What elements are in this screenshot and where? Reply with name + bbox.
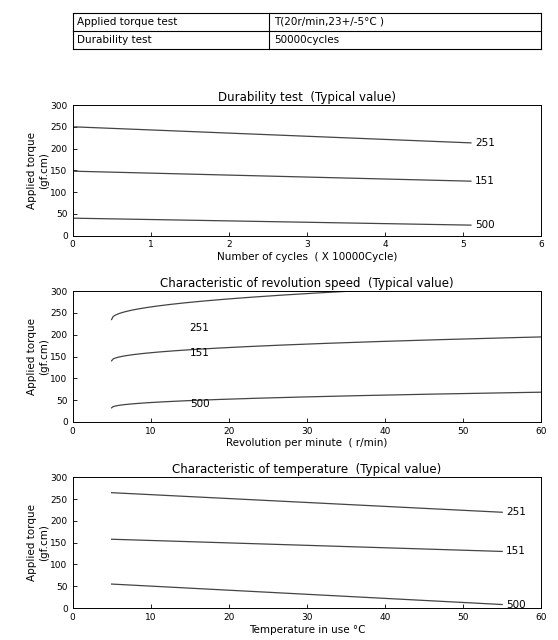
Text: 500: 500 — [190, 399, 209, 408]
X-axis label: Revolution per minute  ( r/min): Revolution per minute ( r/min) — [226, 438, 388, 449]
Text: 50000cycles: 50000cycles — [274, 35, 339, 45]
Text: 251: 251 — [190, 323, 210, 333]
Text: 500: 500 — [506, 600, 526, 609]
X-axis label: Number of cycles  ( X 10000Cycle): Number of cycles ( X 10000Cycle) — [217, 252, 397, 262]
Text: 151: 151 — [475, 176, 495, 186]
Y-axis label: Applied torque
(gf.cm): Applied torque (gf.cm) — [27, 318, 49, 395]
Text: 251: 251 — [506, 508, 526, 517]
Y-axis label: Applied torque
(gf.cm): Applied torque (gf.cm) — [27, 504, 49, 581]
X-axis label: Temperature in use °C: Temperature in use °C — [249, 625, 365, 635]
Y-axis label: Applied torque
(gf.cm): Applied torque (gf.cm) — [27, 132, 49, 209]
Text: 251: 251 — [475, 138, 495, 148]
Title: Characteristic of revolution speed  (Typical value): Characteristic of revolution speed (Typi… — [160, 277, 454, 290]
Text: Durability test: Durability test — [77, 35, 152, 45]
Text: Applied torque test: Applied torque test — [77, 17, 177, 27]
Title: Characteristic of temperature  (Typical value): Characteristic of temperature (Typical v… — [172, 463, 441, 476]
Text: 151: 151 — [506, 547, 526, 556]
Title: Durability test  (Typical value): Durability test (Typical value) — [218, 91, 396, 104]
Text: 500: 500 — [475, 220, 494, 230]
Text: T(20r/min,23+/-5°C ): T(20r/min,23+/-5°C ) — [274, 17, 384, 27]
Text: 151: 151 — [190, 348, 210, 358]
